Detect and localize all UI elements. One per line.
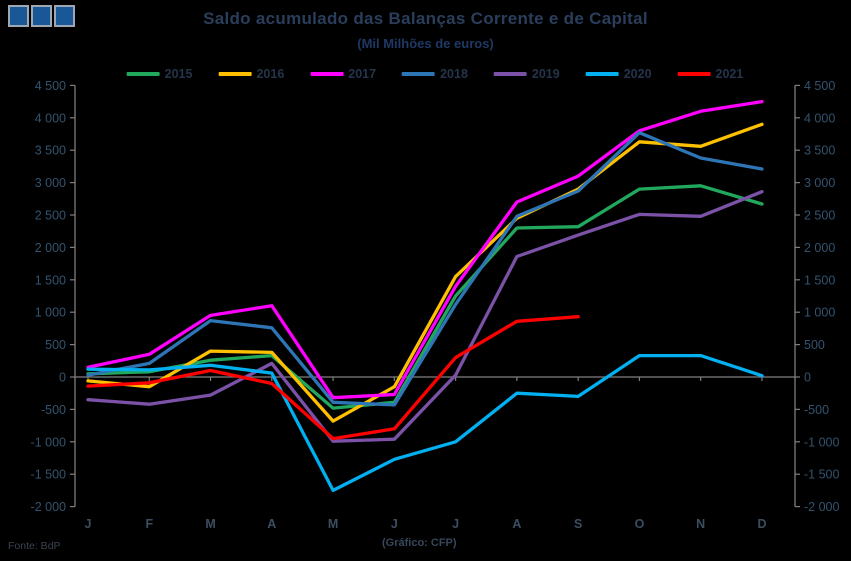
x-axis-month-label: J [391,517,398,531]
y-tick-label-right: 1 500 [804,273,835,287]
chart-legend: 2015 2016 2017 2018 2019 2020 2021 [126,67,744,81]
legend-item-2019: 2019 [493,67,560,81]
logo-square-icon [54,5,75,27]
legend-swatch-2019 [493,72,527,76]
y-tick-label-right: 3 000 [804,176,835,190]
credit-note: (Gráfico: CFP) [382,537,457,549]
x-axis-month-label: O [635,517,645,531]
legend-label-2017: 2017 [348,67,377,81]
x-axis-month-label: M [328,517,338,531]
legend-swatch-2015 [126,72,160,76]
x-axis-month-label: S [574,517,582,531]
series-line-2020 [86,353,764,493]
legend-label-2015: 2015 [164,67,193,81]
y-tick-label-right: -2 000 [804,500,839,514]
series-line-2019 [86,190,764,443]
y-tick-label-left: 500 [45,338,66,352]
legend-item-2018: 2018 [402,67,468,81]
y-tick-label-right: 1 000 [804,306,835,320]
x-axis-month-label: D [757,517,766,531]
legend-item-2015: 2015 [126,67,193,81]
chart-title: Saldo acumulado das Balanças Corrente e … [203,9,648,28]
y-tick-label-left: -500 [41,403,66,417]
y-tick-label-left: 4 000 [35,111,66,125]
y-tick-label-right: -1 000 [804,435,839,449]
x-axis-month-label: J [452,517,459,531]
y-tick-label-right: 500 [804,338,825,352]
y-tick-label-right: -500 [804,403,829,417]
logo-square-icon [31,5,52,27]
x-axis-month-label: M [205,517,215,531]
logo-square-icon [8,5,29,27]
legend-item-2017: 2017 [310,67,376,81]
x-axis-month-label: N [696,517,705,531]
legend-label-2018: 2018 [440,67,468,81]
legend-item-2021: 2021 [677,67,744,81]
legend-label-2021: 2021 [715,67,744,81]
series-line-2017 [86,99,764,400]
y-tick-label-left: 3 500 [35,144,66,158]
y-tick-label-left: -2 000 [31,500,66,514]
y-tick-label-right: 4 000 [804,111,835,125]
x-axis-month-label: F [145,517,153,531]
y-tick-label-right: -1 500 [804,468,839,482]
y-tick-label-right: 0 [804,371,811,385]
series-line-2015 [86,184,764,410]
legend-swatch-2021 [677,72,711,76]
y-tick-label-left: 2 000 [35,241,66,255]
legend-item-2020: 2020 [585,67,652,81]
y-tick-label-left: -1 000 [31,435,66,449]
legend-item-2016: 2016 [218,67,284,81]
y-tick-label-left: 1 000 [35,306,66,320]
x-axis-month-label: A [512,517,521,531]
legend-label-2020: 2020 [623,67,652,81]
legend-swatch-2020 [585,72,619,76]
y-tick-label-right: 2 500 [804,209,835,223]
legend-swatch-2017 [310,72,344,76]
y-tick-label-left: 4 500 [35,79,66,93]
cfp-logo [8,5,75,27]
legend-label-2016: 2016 [256,67,285,81]
y-tick-label-left: -1 500 [31,468,66,482]
x-axis-month-label: A [267,517,276,531]
chart-subtitle: (Mil Milhões de euros) [357,36,494,51]
y-tick-label-right: 2 000 [804,241,835,255]
y-tick-label-right: 3 500 [804,144,835,158]
x-axis-month-label: J [85,517,92,531]
series-line-2018 [86,131,764,407]
y-tick-label-left: 0 [59,371,66,385]
y-tick-label-left: 3 000 [35,176,66,190]
y-tick-label-right: 4 500 [804,79,835,93]
legend-swatch-2016 [218,72,252,76]
y-tick-label-left: 2 500 [35,209,66,223]
series-line-2016 [86,122,764,423]
legend-label-2019: 2019 [531,67,560,81]
y-tick-label-left: 1 500 [35,273,66,287]
source-note: Fonte: BdP [8,540,61,552]
series-line-2021 [86,315,580,441]
legend-swatch-2018 [402,72,436,76]
